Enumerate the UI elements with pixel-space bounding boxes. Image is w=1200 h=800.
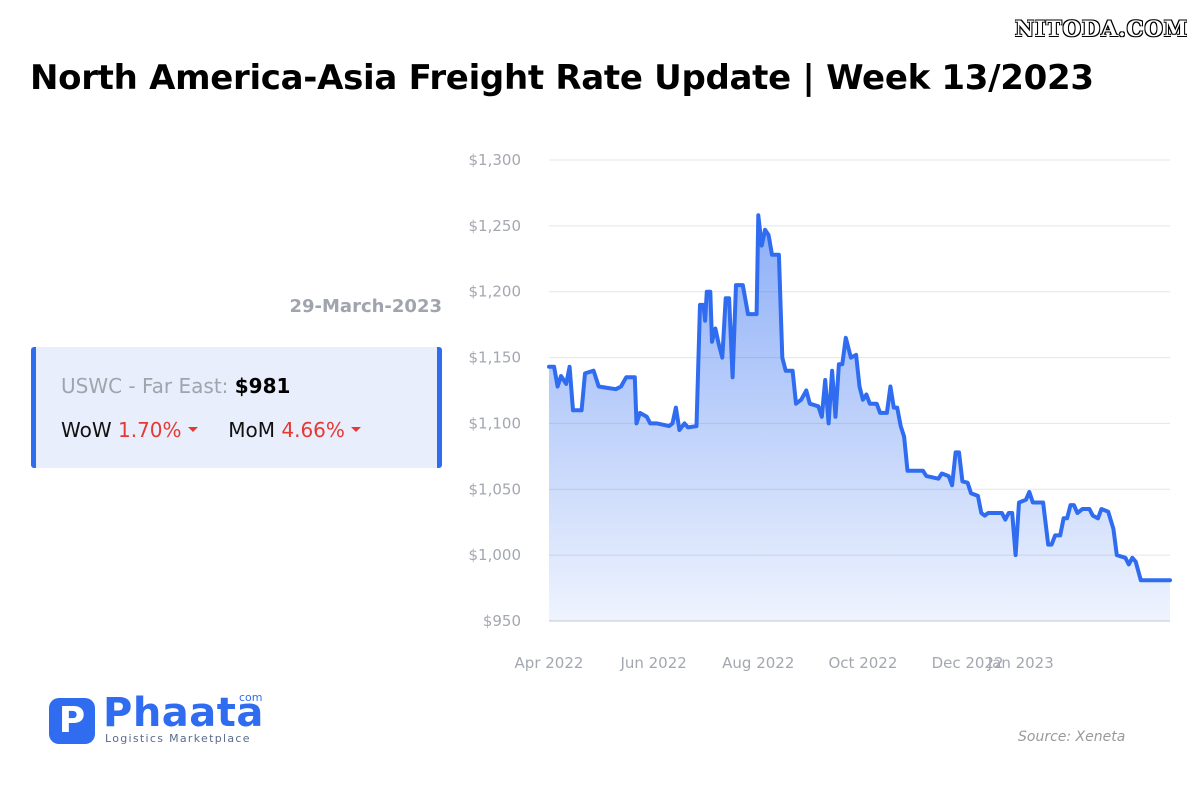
page-title: North America-Asia Freight Rate Update |… (30, 58, 1094, 98)
y-tick-label: $950 (483, 612, 521, 630)
date-label: 29-March-2023 (289, 296, 442, 317)
x-tick-label: Jun 2022 (619, 654, 686, 672)
series-line (547, 213, 1172, 583)
y-axis: $1,300 $1,250 $1,200 $1,150 $1,100 $1,050 $1,0… (469, 151, 522, 630)
rate-summary-card: USWC - Far East: $981 WoW 1.70% MoM 4.66… (31, 347, 442, 468)
freight-rate-chart: $1,300 $1,250 $1,200 $1,150 $1,100 $1,050 $1,0… (469, 151, 1172, 672)
phaata-logo: P Phaata com Logistics Marketplace (49, 690, 279, 750)
y-tick-label: $1,300 (469, 151, 522, 169)
source-note: Source: Xeneta (1018, 729, 1126, 745)
y-tick-label: $1,050 (469, 480, 522, 498)
logo-dotcom: com (239, 691, 263, 704)
y-tick-label: $1,100 (469, 414, 522, 432)
caret-down-icon (187, 427, 198, 432)
logo-wordmark: Phaata (103, 690, 264, 736)
route-label: USWC - Far East: (61, 374, 229, 398)
mom-label: MoM (228, 418, 275, 442)
x-tick-label: Dec 2022 (932, 654, 1004, 672)
y-tick-label: $1,000 (469, 546, 522, 564)
caret-down-icon (350, 427, 361, 432)
series (547, 213, 1172, 622)
mom-value: 4.66% (281, 418, 345, 442)
rate-value: $981 (234, 374, 291, 398)
logo-badge-letter: P (58, 700, 86, 741)
wow-value: 1.70% (117, 418, 182, 442)
watermark: NITODA.COM (1014, 16, 1188, 41)
y-tick-label: $1,250 (469, 217, 522, 235)
x-tick-label: Oct 2022 (828, 654, 897, 672)
change-line: WoW 1.70% MoM 4.66% (61, 418, 361, 442)
logo-tagline: Logistics Marketplace (105, 732, 251, 745)
y-tick-label: $1,200 (469, 283, 522, 301)
rate-line: USWC - Far East: $981 (61, 374, 290, 398)
logo-badge-icon: P (49, 698, 95, 744)
x-tick-label: Jan 2023 (987, 654, 1054, 672)
series-area (549, 215, 1170, 622)
y-tick-label: $1,150 (469, 349, 522, 367)
x-tick-label: Apr 2022 (515, 654, 584, 672)
x-axis: Apr 2022 Jun 2022 Aug 2022 Oct 2022 Dec 2022… (515, 654, 1054, 672)
x-tick-label: Aug 2022 (722, 654, 794, 672)
wow-label: WoW (61, 418, 112, 442)
